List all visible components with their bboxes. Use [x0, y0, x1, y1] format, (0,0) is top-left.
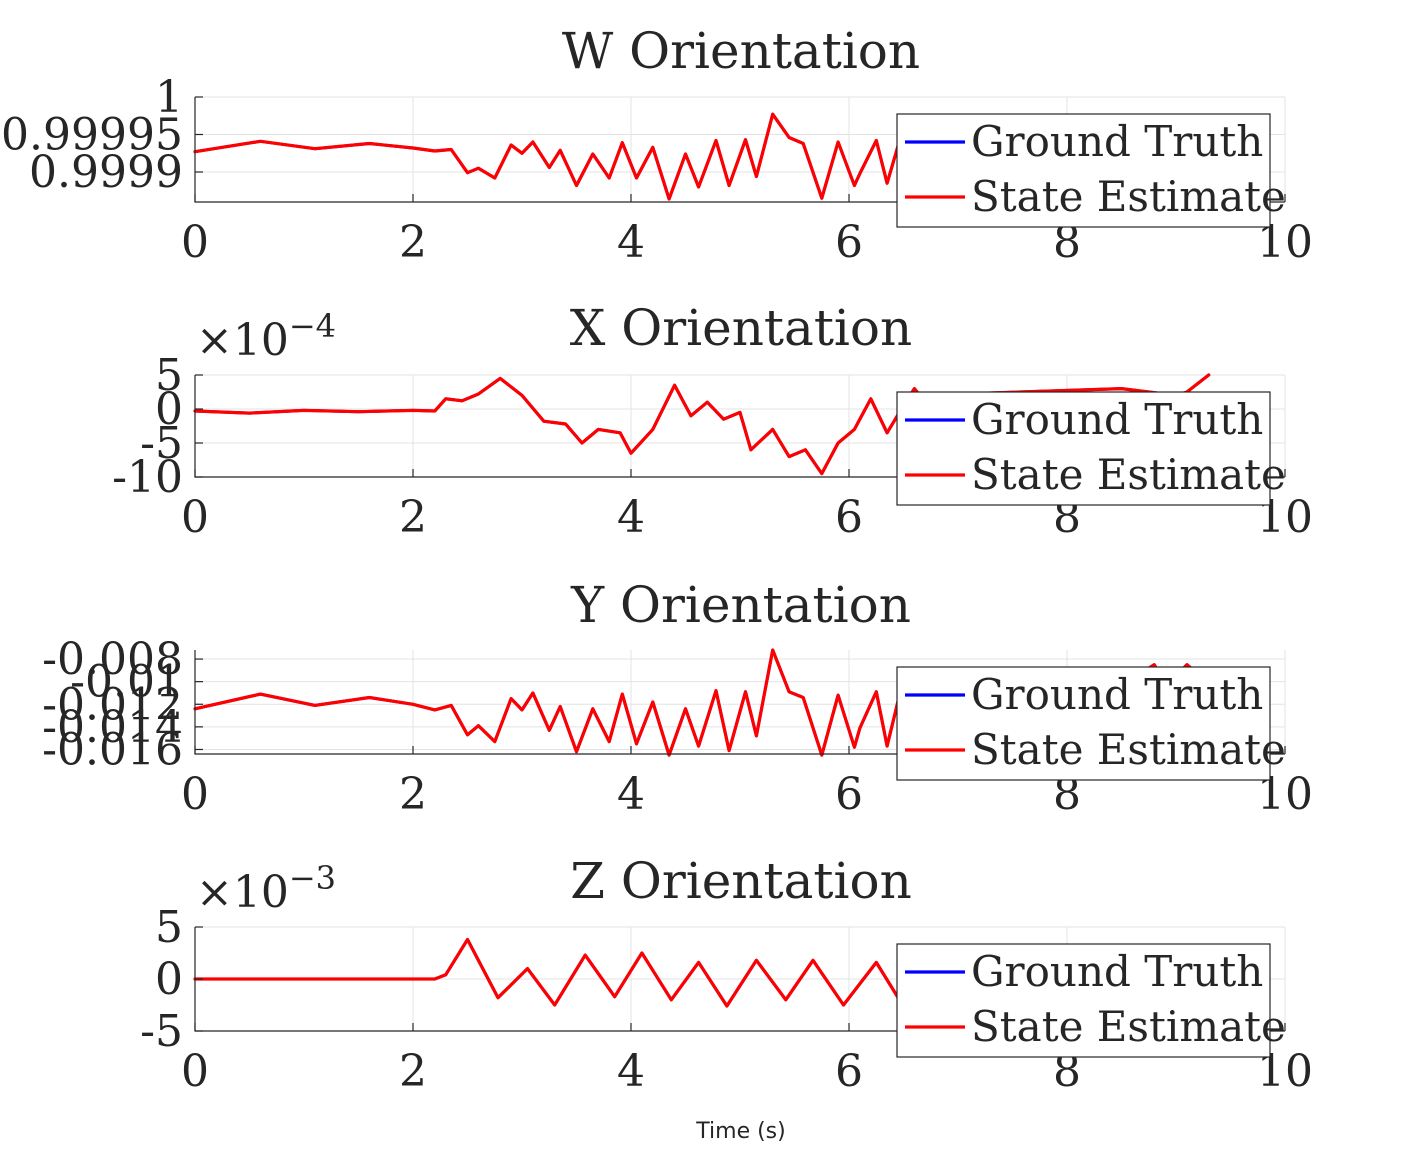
y-exponent-label: ×10−4: [196, 307, 336, 366]
subplot-title: Z Orientation: [570, 852, 912, 910]
x-tick-label: 4: [617, 1046, 645, 1097]
y-tick-label: -0.014: [42, 702, 183, 753]
series-line-ground-truth: [193, 112, 900, 201]
x-tick-label: 0: [181, 217, 209, 268]
y-tick-label: 0: [155, 954, 183, 1005]
x-tick-label: 2: [399, 769, 427, 820]
x-tick-label: 0: [181, 1046, 209, 1097]
y-tick-label: 0: [155, 384, 183, 435]
series-line-state-estimate: [193, 112, 900, 201]
legend-label: State Estimate: [971, 1002, 1286, 1051]
x-tick-label: 2: [399, 217, 427, 268]
series-line-state-estimate: [193, 648, 1200, 757]
legend-label: Ground Truth: [971, 947, 1263, 996]
x-tick-label: 6: [835, 1046, 863, 1097]
y-tick-label: 5: [155, 902, 183, 953]
x-axis-label: Time (s): [695, 1119, 785, 1144]
x-tick-label: 0: [181, 769, 209, 820]
y-tick-label: -0.01: [70, 657, 183, 708]
legend-box: [896, 391, 1271, 506]
y-tick-label: -5: [140, 418, 183, 469]
legend-label: Ground Truth: [971, 670, 1263, 719]
y-tick-label: -0.012: [42, 679, 183, 730]
y-tick-label: -0.016: [42, 724, 183, 775]
y-tick-label: 1: [155, 72, 183, 123]
y-tick-label: -5: [140, 1006, 183, 1057]
subplot-title: X Orientation: [570, 299, 912, 357]
legend: Ground Truth State Estimate: [896, 666, 1286, 781]
x-tick-label: 4: [617, 492, 645, 543]
x-tick-label: 6: [835, 492, 863, 543]
legend-box: [896, 666, 1271, 781]
y-tick-label: 0.99995: [1, 110, 183, 161]
legend: Ground Truth State Estimate: [896, 113, 1286, 228]
legend-box: [896, 113, 1271, 228]
x-tick-label: 6: [835, 769, 863, 820]
legend-label: Ground Truth: [971, 395, 1263, 444]
x-tick-label: 0: [181, 492, 209, 543]
legend-box: [896, 943, 1271, 1058]
legend-label: State Estimate: [971, 172, 1286, 221]
legend-label: State Estimate: [971, 725, 1286, 774]
y-tick-label: -0.008: [42, 634, 183, 685]
x-tick-label: 6: [835, 217, 863, 268]
series-line-state-estimate: [193, 937, 900, 1008]
y-tick-label: 5: [155, 350, 183, 401]
x-tick-label: 2: [399, 492, 427, 543]
x-tick-label: 2: [399, 1046, 427, 1097]
subplot-title: W Orientation: [562, 22, 920, 80]
legend: Ground Truth State Estimate: [896, 391, 1286, 506]
y-tick-label: -10: [112, 452, 183, 503]
subplot-title: Y Orientation: [570, 576, 911, 634]
x-tick-label: 4: [617, 769, 645, 820]
legend: Ground Truth State Estimate: [896, 943, 1286, 1058]
legend-label: State Estimate: [971, 450, 1286, 499]
y-exponent-label: ×10−3: [196, 859, 336, 918]
y-tick-label: 0.9999: [29, 147, 183, 198]
x-tick-label: 4: [617, 217, 645, 268]
legend-label: Ground Truth: [971, 117, 1263, 166]
